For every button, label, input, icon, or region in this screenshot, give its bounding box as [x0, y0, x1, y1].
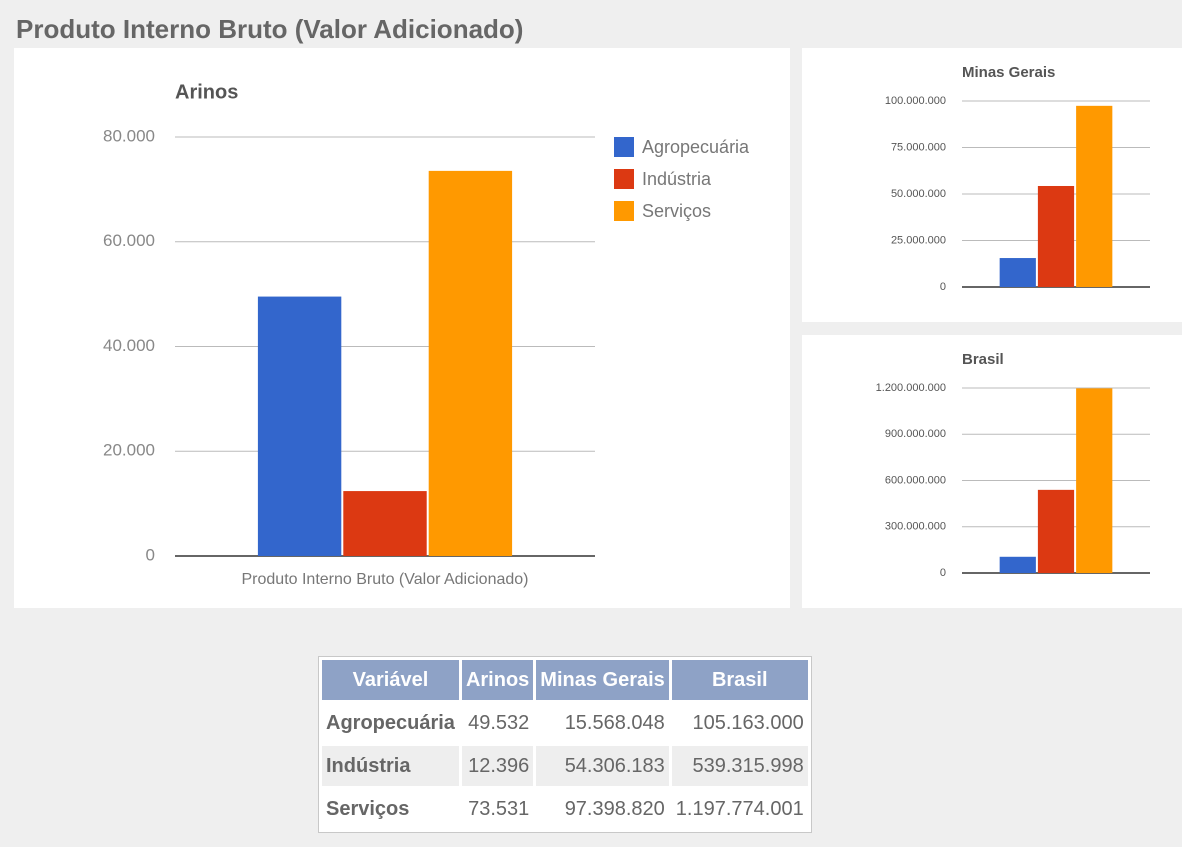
table-cell: 12.396	[461, 746, 534, 786]
bar	[999, 556, 1036, 573]
bar	[1076, 388, 1113, 573]
chart-title: Minas Gerais	[962, 64, 1055, 81]
table-cell: Agropecuária	[326, 711, 455, 734]
bar	[1076, 105, 1113, 287]
y-tick-label: 600.000.000	[885, 474, 946, 486]
bar	[343, 491, 427, 556]
y-tick-label: 0	[940, 281, 946, 293]
y-tick-label: 300.000.000	[885, 521, 946, 533]
bar	[1037, 489, 1075, 573]
y-tick-label: 80.000	[103, 126, 155, 145]
table-cell: 54.306.183	[536, 746, 669, 786]
y-tick-label: 20.000	[103, 441, 155, 460]
y-tick-label: 75.000.000	[891, 141, 946, 153]
table-row: Indústria 12.396 54.306.183 539.315.998	[322, 746, 808, 786]
legend-swatch	[614, 137, 634, 157]
table-row: Agropecuária 49.532 15.568.048 105.163.000	[322, 703, 808, 743]
table-body: Agropecuária 49.532 15.568.048 105.163.000 I…	[322, 703, 808, 829]
charts: Arinos 0 20.000 40.000 60.000 80.000 Produto I…	[103, 64, 1150, 588]
header-cell: Brasil	[671, 660, 808, 700]
y-tick-label: 0	[940, 567, 946, 579]
y-tick-label: 40.000	[103, 336, 155, 355]
table-cell: 105.163.000	[692, 711, 804, 734]
table-row: Serviços 73.531 97.398.820 1.197.774.001	[322, 789, 808, 829]
chart-panel	[802, 48, 1182, 322]
chart-title: Brasil	[962, 351, 1004, 368]
table-cell: 1.197.774.001	[675, 797, 804, 820]
bar	[428, 170, 513, 556]
y-tick-label: 900.000.000	[885, 428, 946, 440]
header-cell: Arinos	[461, 660, 534, 700]
table-header: Variável Arinos Minas Gerais Brasil	[322, 660, 808, 700]
chart-panel	[802, 335, 1182, 608]
bar	[257, 296, 342, 556]
legend-label: Agropecuária	[642, 137, 750, 157]
y-tick-label: 0	[146, 545, 155, 564]
table-cell: 49.532	[468, 711, 530, 734]
table-cell: 539.315.998	[671, 746, 808, 786]
legend-swatch	[614, 201, 634, 221]
y-tick-label: 60.000	[103, 231, 155, 250]
bar	[999, 258, 1036, 287]
x-tick-label: Produto Interno Bruto (Valor Adicionado)	[242, 571, 529, 588]
bar	[1037, 185, 1075, 287]
table-cell: 97.398.820	[564, 797, 665, 820]
table-cell: 73.531	[468, 797, 530, 820]
y-tick-label: 25.000.000	[891, 234, 946, 246]
header-cell: Variável	[322, 660, 459, 700]
legend-label: Indústria	[642, 169, 712, 189]
table-cell: 15.568.048	[564, 711, 665, 734]
y-tick-label: 100.000.000	[885, 95, 946, 107]
page-title: Produto Interno Bruto (Valor Adicionado)	[16, 14, 524, 44]
header-cell: Minas Gerais	[536, 660, 669, 700]
data-table: Variável Arinos Minas Gerais Brasil Agropec…	[318, 656, 812, 833]
y-tick-label: 1.200.000.000	[876, 382, 946, 394]
table-cell: Indústria	[322, 746, 459, 786]
chart-title: Arinos	[175, 81, 238, 103]
y-tick-label: 50.000.000	[891, 188, 946, 200]
legend-swatch	[614, 169, 634, 189]
table-cell: Serviços	[326, 797, 410, 820]
legend-label: Serviços	[642, 201, 711, 221]
